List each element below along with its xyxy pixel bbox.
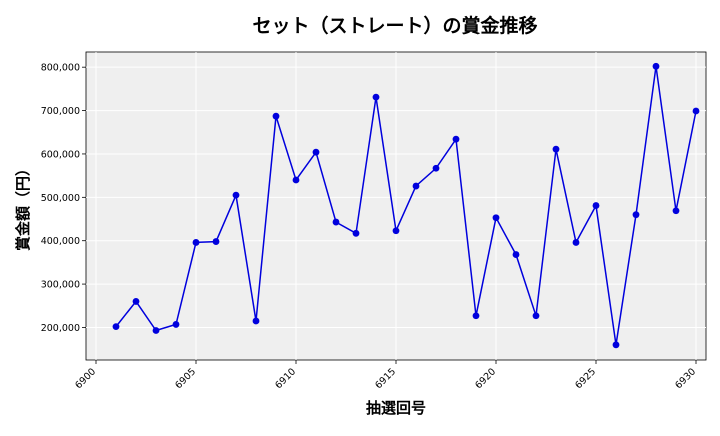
data-point [652, 62, 660, 70]
data-point [272, 112, 280, 120]
x-tick-label: 6920 [473, 366, 498, 391]
data-point [592, 202, 600, 209]
data-point [512, 251, 520, 258]
data-point [452, 135, 460, 143]
data-point [572, 239, 580, 246]
y-axis-label: 賞金額（円） [14, 161, 32, 251]
x-tick-label: 6925 [573, 366, 598, 391]
data-point [432, 164, 440, 172]
data-point [192, 239, 200, 246]
data-point [492, 214, 500, 222]
y-tick-label: 800,000 [41, 63, 80, 74]
x-tick-label: 6900 [73, 366, 98, 391]
y-axis: 200,000 300,000 400,000 500,000 600,000 700,0… [41, 63, 86, 334]
grid [86, 52, 706, 360]
x-axis-label: 抽選回号 [366, 399, 426, 417]
data-point [392, 227, 400, 235]
data-point [372, 93, 380, 101]
series [112, 62, 700, 349]
x-tick-label: 6910 [273, 366, 298, 391]
y-tick-label: 400,000 [41, 236, 80, 247]
y-tick-label: 300,000 [41, 280, 80, 291]
x-tick-label: 6905 [173, 366, 198, 391]
data-point [672, 207, 680, 215]
y-tick-label: 500,000 [41, 193, 80, 204]
x-axis: 6900 6905 6910 6915 6920 6925 6930 [73, 360, 698, 391]
data-point [152, 327, 160, 334]
data-point [112, 323, 120, 330]
data-point [172, 321, 180, 328]
x-tick-label: 6915 [373, 366, 398, 391]
data-point [292, 176, 300, 184]
data-point [552, 145, 560, 153]
y-tick-label: 200,000 [41, 323, 80, 334]
data-point [472, 312, 480, 320]
data-point [532, 312, 540, 320]
y-tick-label: 700,000 [41, 106, 80, 117]
chart-title: セット（ストレート）の賞金推移 [252, 14, 537, 37]
data-point [252, 317, 260, 325]
data-point [352, 229, 360, 237]
data-point [632, 211, 640, 219]
data-point [232, 191, 240, 199]
y-tick-label: 600,000 [41, 149, 80, 160]
data-point [612, 341, 620, 349]
data-point [312, 148, 320, 156]
data-point [132, 298, 140, 305]
data-point [212, 238, 220, 245]
data-point [332, 218, 340, 226]
data-point [692, 107, 700, 115]
data-point [412, 182, 420, 190]
x-tick-label: 6930 [673, 366, 698, 391]
